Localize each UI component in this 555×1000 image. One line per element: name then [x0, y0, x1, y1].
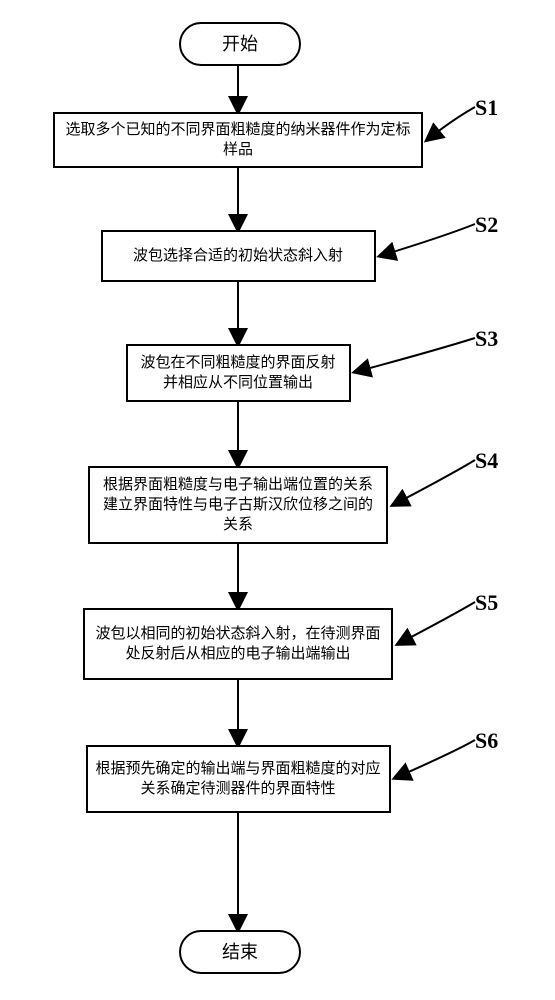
terminal-start: 开始 — [179, 22, 301, 66]
tag-s6: S6 — [475, 728, 498, 754]
step-s5: 波包以相同的初始状态斜入射，在待测界面处反射后从相应的电子输出端输出 — [83, 608, 393, 680]
step-s5-text: 波包以相同的初始状态斜入射，在待测界面处反射后从相应的电子输出端输出 — [91, 624, 385, 665]
step-s4: 根据界面粗糙度与电子输出端位置的关系建立界面特性与电子古斯汉欣位移之间的关系 — [88, 466, 388, 544]
terminal-start-label: 开始 — [222, 34, 258, 54]
step-s3-text: 波包在不同粗糙度的界面反射并相应从不同位置输出 — [134, 353, 343, 394]
step-s6-text: 根据预先确定的输出端与界面粗糙度的对应关系确定待测器件的界面特性 — [94, 759, 383, 800]
step-s1-text: 选取多个已知的不同界面粗糙度的纳米器件作为定标样品 — [61, 120, 415, 161]
step-s2: 波包选择合适的初始状态斜入射 — [101, 230, 376, 282]
tag-s4: S4 — [475, 448, 498, 474]
flowchart-canvas: 开始 选取多个已知的不同界面粗糙度的纳米器件作为定标样品 S1 波包选择合适的初… — [0, 0, 555, 1000]
tag-s1: S1 — [475, 95, 498, 121]
step-s6: 根据预先确定的输出端与界面粗糙度的对应关系确定待测器件的界面特性 — [86, 745, 391, 813]
tag-s2: S2 — [475, 212, 498, 238]
terminal-end-label: 结束 — [222, 942, 258, 962]
terminal-end: 结束 — [179, 930, 301, 974]
step-s1: 选取多个已知的不同界面粗糙度的纳米器件作为定标样品 — [53, 112, 423, 168]
step-s3: 波包在不同粗糙度的界面反射并相应从不同位置输出 — [126, 344, 351, 402]
step-s2-text: 波包选择合适的初始状态斜入射 — [133, 246, 343, 266]
tag-s5: S5 — [475, 590, 498, 616]
tag-s3: S3 — [475, 326, 498, 352]
step-s4-text: 根据界面粗糙度与电子输出端位置的关系建立界面特性与电子古斯汉欣位移之间的关系 — [96, 475, 380, 536]
